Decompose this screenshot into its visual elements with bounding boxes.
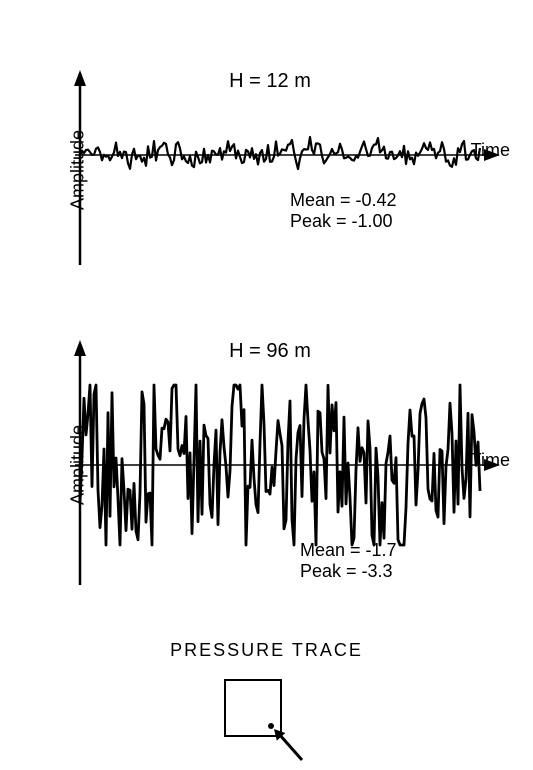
chart-panel-1: AmplitudeH = 96 mTimeMean = -1.7Peak = -… [30, 340, 510, 590]
signal-trace [80, 137, 480, 169]
chart-panel-0: AmplitudeH = 12 mTimeMean = -0.42Peak = … [30, 70, 510, 270]
chart-svg [70, 340, 530, 590]
figure-caption: PRESSURE TRACE [170, 640, 363, 661]
chart-svg [70, 70, 530, 270]
